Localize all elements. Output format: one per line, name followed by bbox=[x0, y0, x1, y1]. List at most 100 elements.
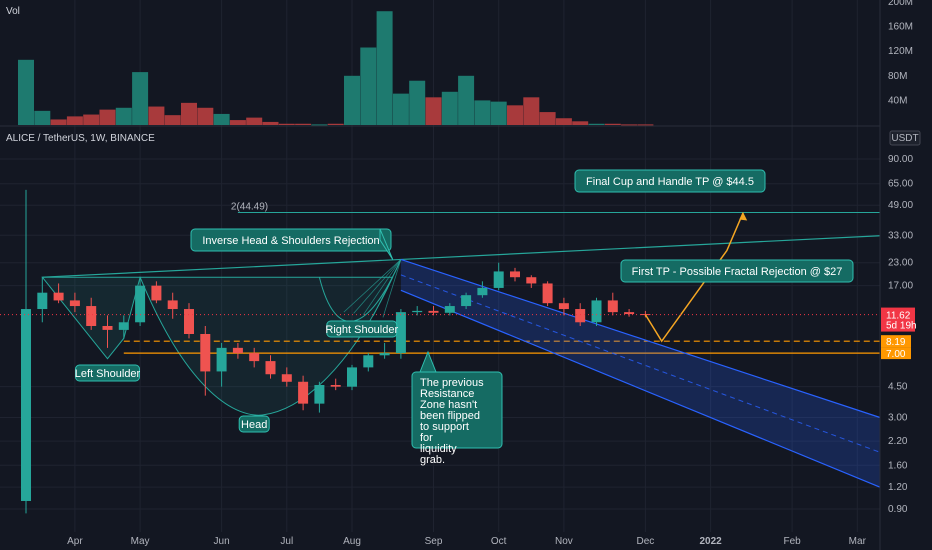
channel-upper-line bbox=[400, 258, 881, 419]
volume-bar bbox=[181, 102, 197, 125]
volume-tick-label: 120M bbox=[888, 46, 913, 57]
candle-body bbox=[575, 309, 586, 323]
volume-bar bbox=[148, 106, 165, 125]
time-tick-label: Aug bbox=[343, 536, 361, 547]
volume-bar bbox=[507, 105, 523, 125]
volume-bar bbox=[409, 80, 426, 125]
rejection-line bbox=[382, 259, 402, 318]
ihs-rejection-label-pointer bbox=[379, 228, 394, 260]
candle-body bbox=[379, 353, 390, 356]
volume-tick-label: 40M bbox=[888, 95, 907, 106]
candle-body bbox=[542, 283, 553, 304]
volume-bar bbox=[523, 97, 540, 125]
level-badge-value: 7.00 bbox=[886, 349, 906, 360]
volume-tick-label: 200M bbox=[888, 0, 913, 8]
price-axis[interactable]: 90.00 65.00 49.00 33.00 23.00 17.00 4.50 3.00 2.… bbox=[881, 154, 917, 515]
volume-bar bbox=[278, 123, 295, 125]
candle-body bbox=[86, 306, 97, 326]
volume-axis: 200M 160M 120M 80M 40M bbox=[888, 0, 913, 106]
resistance-zone-note-line: been flipped bbox=[420, 410, 480, 422]
price-tick-label: 23.00 bbox=[888, 258, 913, 269]
resistance-zone-note-line: Zone hasn't bbox=[420, 399, 477, 411]
volume-bar bbox=[50, 119, 67, 125]
candle-body bbox=[118, 322, 129, 330]
candle-body bbox=[607, 300, 618, 313]
volume-bar bbox=[376, 11, 393, 126]
left-shoulder-label: Left Shoulder bbox=[75, 364, 141, 382]
volume-bars bbox=[18, 11, 654, 126]
volume-bar bbox=[458, 75, 475, 125]
svg-text:USDT: USDT bbox=[891, 133, 918, 144]
time-tick-label: Jul bbox=[280, 536, 293, 547]
volume-bar bbox=[621, 124, 638, 126]
candle-body bbox=[314, 385, 325, 404]
price-tick-label: 1.60 bbox=[888, 460, 908, 471]
volume-bar bbox=[34, 110, 51, 125]
candle-body bbox=[167, 300, 178, 310]
left-shoulder-label-text: Left Shoulder bbox=[75, 368, 141, 380]
price-tick-label: 49.00 bbox=[888, 200, 913, 211]
volume-tick-label: 80M bbox=[888, 71, 907, 82]
volume-bar bbox=[99, 109, 116, 125]
tp-cup-handle-label: Final Cup and Handle TP @ $44.5 bbox=[574, 169, 766, 193]
resistance-zone-note-text: The previous Resistance Zone hasn't been fl… bbox=[420, 377, 484, 466]
rejection-line bbox=[343, 259, 402, 313]
price-tick-label: 90.00 bbox=[888, 154, 913, 165]
time-tick-label: Oct bbox=[491, 536, 507, 547]
candle-body bbox=[69, 300, 80, 307]
candle-body bbox=[444, 306, 455, 313]
candle-body bbox=[102, 325, 113, 330]
price-tick-label: 4.50 bbox=[888, 382, 908, 393]
price-tick-label: 65.00 bbox=[888, 179, 913, 190]
head-label-text: Head bbox=[241, 419, 267, 431]
time-tick-label: Apr bbox=[67, 536, 83, 547]
volume-bar bbox=[555, 118, 572, 125]
volume-bar bbox=[572, 121, 589, 125]
volume-bar bbox=[83, 114, 100, 125]
resistance-zone-note-line: for bbox=[420, 432, 433, 444]
candle-body bbox=[591, 300, 602, 323]
symbol-legend[interactable]: ALICE / TetherUS, 1W, BINANCE bbox=[6, 133, 155, 144]
candle-body bbox=[477, 287, 488, 296]
resistance-zone-note: The previous Resistance Zone hasn't been fl… bbox=[411, 350, 503, 466]
resistance-zone-note-line: Resistance bbox=[420, 388, 474, 400]
volume-bar bbox=[539, 112, 556, 125]
price-tick-label: 1.20 bbox=[888, 482, 908, 493]
candle-body bbox=[330, 385, 341, 387]
volume-bar bbox=[637, 124, 654, 126]
level-badge-value: 8.19 bbox=[886, 337, 906, 348]
volume-tick-label: 160M bbox=[888, 22, 913, 33]
candle-body bbox=[249, 353, 260, 362]
channel-lower-line bbox=[400, 289, 881, 488]
last-price-countdown: 5d 19h bbox=[886, 321, 917, 332]
time-axis[interactable]: Apr May Jun Jul Aug Sep Oct Nov Dec 2022 Feb Mar bbox=[67, 536, 866, 547]
right-shoulder-label: Right Shoulder bbox=[325, 320, 398, 338]
rejection-line bbox=[363, 259, 402, 315]
candle-body bbox=[510, 271, 520, 278]
tp-fractal-label: First TP - Possible Fractal Rejection @ … bbox=[620, 259, 854, 283]
candle-body bbox=[640, 314, 651, 316]
fib-level-label: 2(44.49) bbox=[231, 202, 268, 213]
candle-body bbox=[412, 310, 423, 313]
candle-body bbox=[232, 347, 243, 354]
channel-fill bbox=[400, 259, 880, 488]
candle-body bbox=[184, 309, 194, 334]
volume-bar bbox=[425, 97, 442, 125]
price-tick-label: 33.00 bbox=[888, 230, 913, 241]
candle-body bbox=[526, 277, 537, 284]
currency-badge[interactable]: USDT bbox=[889, 130, 921, 146]
time-tick-label: Jun bbox=[214, 536, 230, 547]
head-label-box bbox=[238, 415, 270, 433]
price-tick-label: 2.20 bbox=[888, 436, 908, 447]
resistance-zone-note-line: grab. bbox=[420, 454, 445, 466]
candle-body bbox=[558, 303, 569, 310]
price-axis-background bbox=[880, 0, 932, 550]
time-tick-label: Nov bbox=[555, 536, 573, 547]
volume-bar bbox=[262, 121, 279, 125]
volume-bar bbox=[474, 100, 491, 125]
candle-body bbox=[21, 309, 31, 501]
volume-legend: Vol bbox=[6, 6, 20, 17]
volume-bar bbox=[344, 75, 360, 125]
time-tick-label: Sep bbox=[425, 536, 443, 547]
